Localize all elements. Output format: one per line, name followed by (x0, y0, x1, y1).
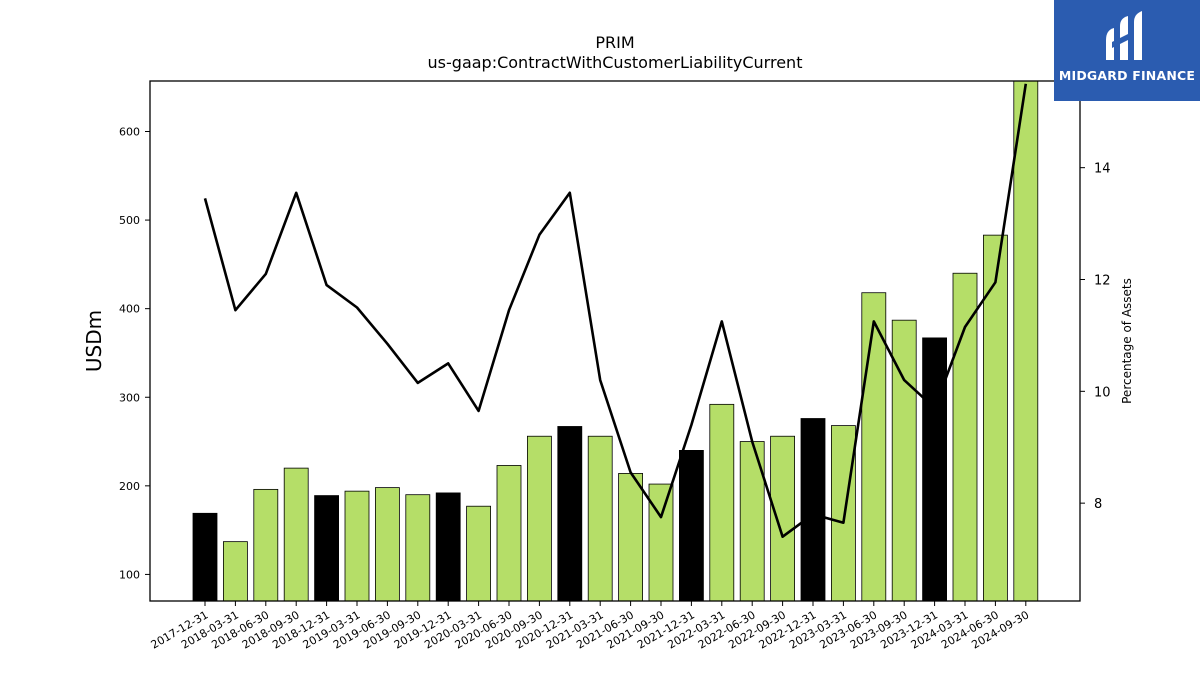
y2-tick-label: 10 (1094, 385, 1111, 400)
y2-tick-label: 14 (1094, 162, 1111, 177)
chart-subtitle: us-gaap:ContractWithCustomerLiabilityCur… (428, 53, 803, 72)
plot-frame (149, 80, 1081, 602)
y-tick-label: 200 (119, 480, 140, 493)
y-tick-label: 600 (119, 125, 140, 138)
bar-2019-03-31 (344, 490, 370, 602)
bar-2024-06-30 (983, 234, 1008, 602)
bar-2020-09-30 (527, 435, 552, 602)
bar-series (192, 80, 1039, 602)
y-axis-right: 8 10 12 14 (1080, 162, 1111, 512)
y-tick-label: 300 (119, 391, 140, 404)
bar-2023-03-31 (831, 425, 856, 602)
bar-2021-12-31 (679, 450, 704, 602)
y2-tick-label: 8 (1094, 497, 1102, 512)
bar-2018-03-31 (222, 541, 248, 602)
bar-2024-03-31 (952, 272, 978, 602)
y-tick-label: 100 (119, 568, 140, 581)
y2-axis-label: Percentage of Assets (1120, 278, 1134, 404)
bar-2021-06-30 (618, 473, 643, 602)
bar-2019-12-31 (435, 492, 461, 602)
bar-2023-12-31 (922, 337, 947, 602)
line-series (203, 83, 1028, 539)
bar-2022-03-31 (709, 403, 735, 602)
midgard-logo-icon (1106, 11, 1142, 60)
y-tick-label: 400 (119, 303, 140, 316)
y-tick-label: 500 (119, 214, 140, 227)
percentage-of-assets-line (203, 83, 1028, 539)
logo-brand-text: MIDGARD FINANCE (1058, 68, 1196, 83)
bar-2021-03-31 (587, 435, 613, 602)
bar-2022-12-31 (800, 418, 826, 602)
chart-title: PRIM (595, 33, 634, 52)
y2-tick-label: 12 (1094, 273, 1111, 288)
bar-2020-06-30 (496, 465, 522, 602)
x-axis: 2017-12-312018-03-312018-06-302018-09-30… (149, 601, 1031, 652)
bar-2022-09-30 (770, 435, 795, 602)
bar-2024-09-30 (1013, 80, 1039, 602)
y-axis-label: USDm (82, 310, 106, 372)
bar-2020-12-31 (557, 426, 583, 602)
bar-2018-06-30 (253, 488, 279, 602)
bar-2018-09-30 (283, 467, 309, 602)
midgard-finance-logo: MIDGARD FINANCE (1054, 0, 1200, 101)
bar-2018-12-31 (314, 495, 340, 602)
bar-2023-06-30 (861, 292, 887, 602)
y-axis-left: 100 200 300 400 500 600 (119, 125, 150, 581)
bar-2019-09-30 (405, 494, 431, 602)
bar-2019-06-30 (374, 487, 400, 602)
bar-2021-09-30 (648, 483, 674, 602)
bar-2017-12-31 (192, 512, 218, 602)
bar-2020-03-31 (466, 505, 492, 602)
